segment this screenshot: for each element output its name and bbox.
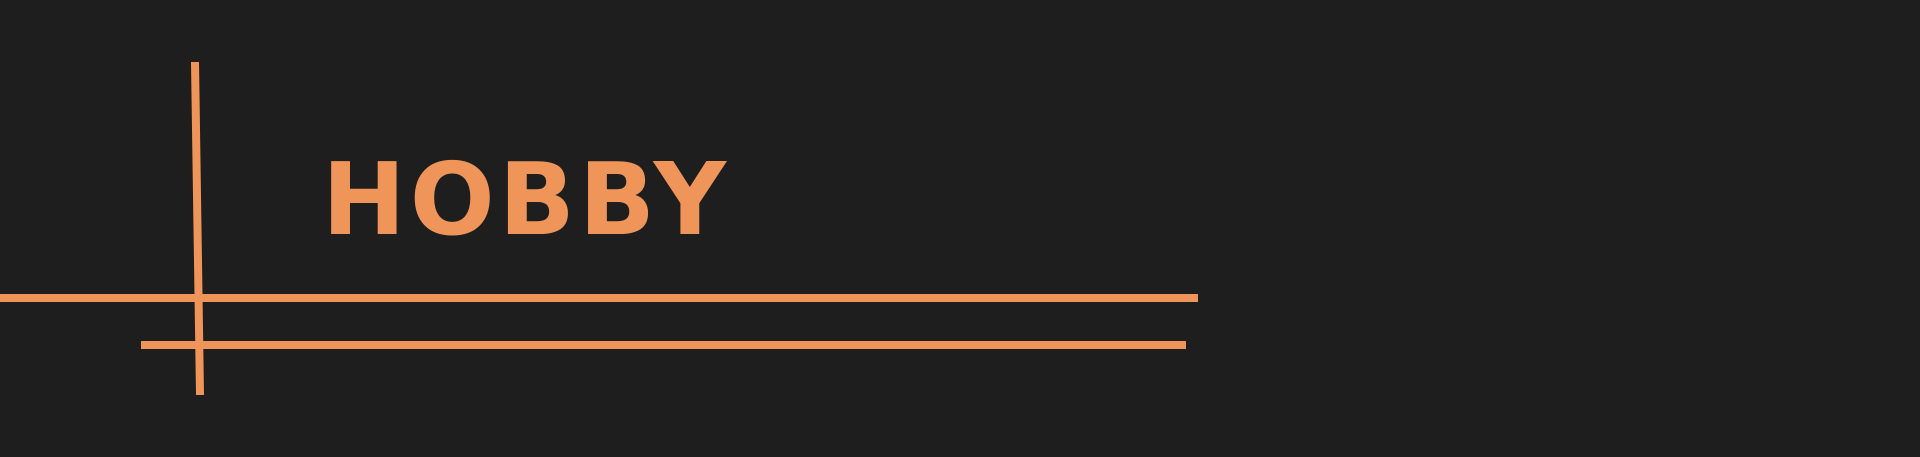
page-title: HOBBY <box>322 141 731 258</box>
horizontal-accent-line-lower <box>141 341 1186 349</box>
horizontal-accent-line-upper <box>0 294 1198 302</box>
